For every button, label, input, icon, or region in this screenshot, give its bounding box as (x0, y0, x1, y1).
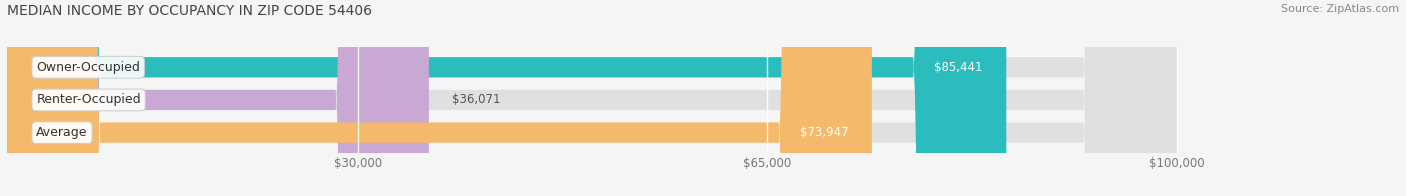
Text: Average: Average (37, 126, 87, 139)
FancyBboxPatch shape (7, 0, 429, 196)
Text: Source: ZipAtlas.com: Source: ZipAtlas.com (1281, 4, 1399, 14)
FancyBboxPatch shape (7, 0, 872, 196)
FancyBboxPatch shape (7, 0, 1177, 196)
FancyBboxPatch shape (7, 0, 1177, 196)
Text: $85,441: $85,441 (935, 61, 983, 74)
Text: Owner-Occupied: Owner-Occupied (37, 61, 141, 74)
Text: $36,071: $36,071 (453, 93, 501, 106)
Text: $73,947: $73,947 (800, 126, 848, 139)
Text: Renter-Occupied: Renter-Occupied (37, 93, 141, 106)
FancyBboxPatch shape (7, 0, 1007, 196)
Text: MEDIAN INCOME BY OCCUPANCY IN ZIP CODE 54406: MEDIAN INCOME BY OCCUPANCY IN ZIP CODE 5… (7, 4, 373, 18)
FancyBboxPatch shape (7, 0, 1177, 196)
